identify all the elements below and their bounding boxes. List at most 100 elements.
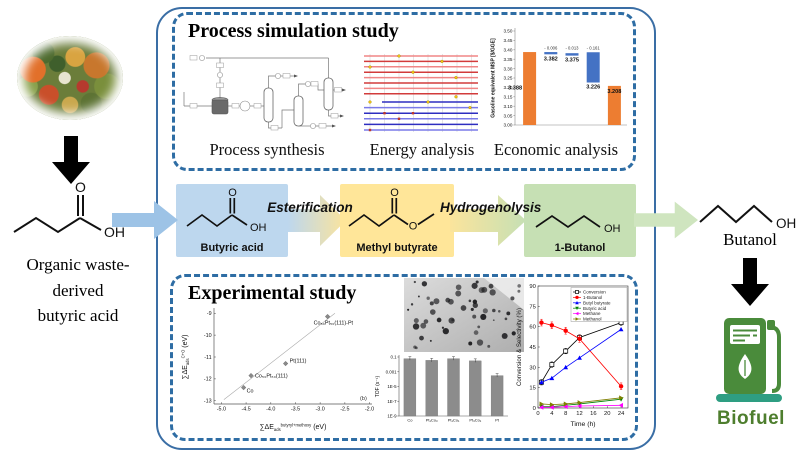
svg-text:3.375: 3.375 — [565, 58, 579, 64]
caption-energy-analysis: Energy analysis — [369, 140, 475, 159]
svg-text:Co: Co — [247, 389, 254, 395]
svg-text:0: 0 — [533, 406, 536, 412]
atom-oh: OH — [776, 216, 796, 230]
caption-process-synthesis: Process synthesis — [209, 140, 325, 159]
svg-text:1E-9: 1E-9 — [387, 414, 397, 419]
product-arrow — [634, 201, 698, 239]
svg-text:3.20: 3.20 — [503, 85, 512, 90]
process-simulation-panel — [172, 12, 636, 171]
tem-image — [404, 278, 524, 352]
svg-text:3.25: 3.25 — [503, 76, 512, 81]
svg-text:8: 8 — [564, 411, 567, 417]
butyric-acid-box: O OH Butyric acid — [176, 184, 288, 257]
svg-text:- 0.161: - 0.161 — [587, 45, 601, 50]
svg-text:1E-7: 1E-7 — [387, 399, 397, 404]
svg-text:1E-5: 1E-5 — [387, 384, 397, 389]
svg-text:Butyl butyrate: Butyl butyrate — [583, 300, 611, 305]
svg-text:Butyric acid: Butyric acid — [583, 306, 607, 311]
svg-text:4: 4 — [550, 411, 554, 417]
svg-text:Co₅₀Pt₅₀(111)-Pt: Co₅₀Pt₅₀(111)-Pt — [314, 321, 354, 327]
svg-text:3.35: 3.35 — [503, 57, 512, 62]
butanol-text: Butanol — [723, 230, 777, 249]
svg-text:-4.5: -4.5 — [241, 407, 250, 413]
butyric-acid-label: Butyric acid — [200, 242, 264, 254]
svg-text:30: 30 — [529, 365, 535, 371]
methyl-butyrate-label: Methyl butyrate — [356, 242, 438, 254]
svg-text:20: 20 — [604, 411, 610, 417]
dft-scatter-chart: -5.0 -4.5 -4.0 -3.5 -3.0 -2.5 -2.0 -9 -10 -11 -12 -… — [181, 308, 374, 432]
butyric-acid-structure: O OH — [186, 188, 267, 234]
svg-text:- 0.006: - 0.006 — [544, 45, 558, 50]
svg-text:3.10: 3.10 — [503, 104, 512, 109]
left-caption-line2: derived — [52, 280, 104, 300]
svg-text:-11: -11 — [204, 355, 211, 361]
svg-text:3.208: 3.208 — [607, 89, 621, 95]
svg-text:3.00: 3.00 — [503, 123, 512, 128]
svg-text:-12: -12 — [204, 377, 212, 383]
svg-text:Conversion: Conversion — [583, 290, 606, 295]
left-caption-line1: Organic waste- — [26, 255, 130, 274]
svg-text:90: 90 — [529, 284, 535, 290]
svg-text:Pt₁Co₁: Pt₁Co₁ — [448, 418, 460, 423]
svg-text:-13: -13 — [204, 399, 212, 405]
svg-text:3.226: 3.226 — [586, 85, 600, 91]
atom-o: O — [409, 221, 418, 233]
svg-text:Pt(111): Pt(111) — [290, 359, 307, 365]
atom-o: O — [390, 188, 399, 199]
process-flowsheet-image — [183, 55, 346, 131]
svg-text:3.388: 3.388 — [508, 85, 522, 91]
svg-text:15: 15 — [529, 386, 535, 392]
food-waste-image — [17, 36, 123, 120]
svg-text:(b): (b) — [360, 396, 367, 402]
hydrogenolysis-label: Hydrogenolysis — [440, 200, 542, 215]
svg-text:3.50: 3.50 — [503, 29, 512, 34]
svg-text:-9: -9 — [207, 311, 212, 317]
svg-text:Pt₁Co₃: Pt₁Co₃ — [426, 418, 438, 423]
experimental-study-title: Experimental study — [188, 282, 357, 304]
svg-text:-4.0: -4.0 — [266, 407, 275, 413]
down-arrow-icon — [731, 258, 769, 306]
kinetics-line-chart: 0 15 30 45 60 75 90 0 4 8 12 16 20 24 Conversion & Sel… — [516, 284, 629, 428]
svg-text:Co₅₀Pt₅₀(111): Co₅₀Pt₅₀(111) — [255, 374, 288, 380]
atom-oh: OH — [604, 223, 621, 235]
svg-text:Conversion & Selectivity (%): Conversion & Selectivity (%) — [516, 308, 523, 386]
feed-arrow — [112, 201, 178, 239]
svg-text:-3.5: -3.5 — [291, 407, 300, 413]
butyric-acid-structure-large: O OH — [13, 180, 125, 240]
svg-text:-2.5: -2.5 — [340, 407, 349, 413]
caption-economic-analysis: Economic analysis — [493, 140, 619, 159]
biofuel-pump-icon — [716, 318, 782, 402]
svg-text:Gasoline equivalent MSP [$/GGE: Gasoline equivalent MSP [$/GGE] — [491, 38, 497, 118]
svg-text:Methane: Methane — [583, 311, 601, 316]
atom-oh: OH — [250, 222, 267, 234]
svg-text:3.30: 3.30 — [503, 66, 512, 71]
left-caption-line3: butyric acid — [37, 306, 119, 325]
svg-text:Pt₃Co₁: Pt₃Co₁ — [469, 418, 482, 423]
left-caption: Organic waste- derived butyric acid — [0, 252, 156, 329]
1-butanol-label: 1-Butanol — [554, 242, 606, 254]
svg-text:16: 16 — [590, 411, 596, 417]
svg-text:∑ΔEadsC+O (eV): ∑ΔEadsC+O (eV) — [181, 334, 190, 379]
svg-text:- 0.013: - 0.013 — [565, 45, 579, 50]
down-arrow-icon — [52, 136, 90, 184]
butanol-structure-large: OH — [699, 204, 796, 230]
esterification-label: Esterification — [267, 200, 353, 215]
hydrogenolysis-arrow — [450, 195, 526, 246]
methyl-butyrate-structure: O O — [348, 188, 435, 233]
svg-text:3.382: 3.382 — [544, 56, 558, 62]
economic-analysis-chart: 3.00 3.05 3.10 3.15 3.20 3.25 3.30 3.35 3.40 3.45… — [491, 28, 627, 128]
svg-text:Pt: Pt — [495, 418, 500, 423]
energy-analysis-image — [364, 54, 478, 132]
svg-text:1-Butanol: 1-Butanol — [583, 295, 602, 300]
methyl-butyrate-box: O O Methyl butyrate — [340, 184, 454, 257]
svg-text:∑ΔEadsbutyryl+methoxy (eV): ∑ΔEadsbutyryl+methoxy (eV) — [260, 423, 327, 432]
svg-text:0.1: 0.1 — [390, 355, 397, 360]
svg-text:3.45: 3.45 — [503, 38, 512, 43]
svg-text:3.05: 3.05 — [503, 113, 512, 118]
atom-o: O — [228, 188, 237, 199]
svg-text:24: 24 — [618, 411, 625, 417]
process-simulation-title: Process simulation study — [188, 20, 399, 42]
atom-oh: OH — [104, 224, 125, 240]
svg-text:TOF (s⁻¹): TOF (s⁻¹) — [375, 375, 381, 397]
butanol-box: OH 1-Butanol — [524, 184, 636, 257]
